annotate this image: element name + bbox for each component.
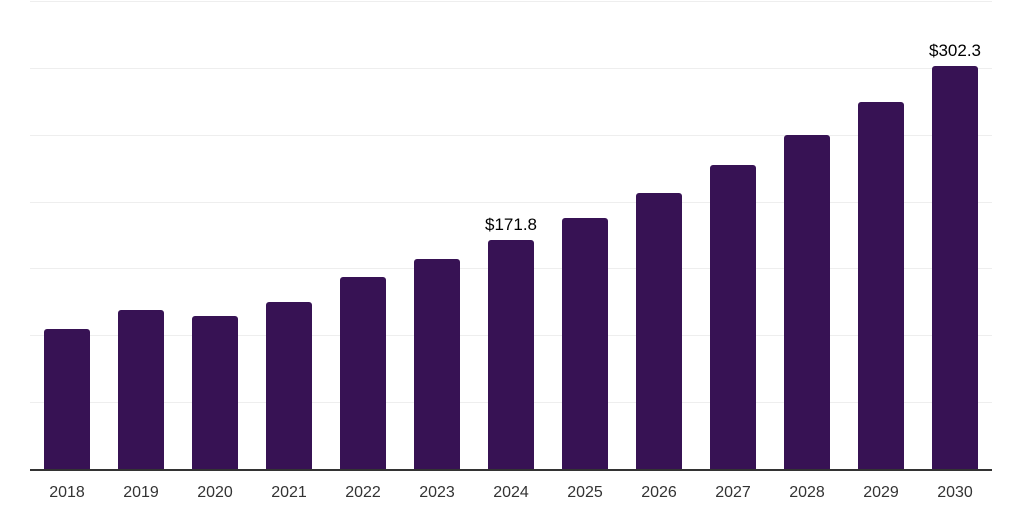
bar-slot-2021	[252, 2, 326, 470]
bar-2024	[488, 240, 534, 470]
bar-2029	[858, 102, 904, 470]
bar-slot-2029	[844, 2, 918, 470]
x-axis-line	[30, 469, 992, 471]
x-tick-2023: 2023	[419, 484, 455, 501]
bar-slot-2025	[548, 2, 622, 470]
bar-slot-2028	[770, 2, 844, 470]
gridline-250	[30, 134, 992, 136]
bar-2025	[562, 217, 608, 470]
x-tick-2024: 2024	[493, 484, 529, 501]
bar-slot-2030: $302.3	[918, 2, 992, 470]
x-axis-tick-labels: 2018 2019 2020 2021 2022 2023 2024 2025 2026 2027…	[30, 485, 992, 501]
x-tick-2020: 2020	[197, 484, 233, 501]
bar-2022	[340, 277, 386, 470]
plot-area: $171.8 $302.3	[30, 1, 992, 470]
bar-2019	[118, 309, 164, 470]
x-tick-2028: 2028	[789, 484, 825, 501]
data-label-2024: $171.8	[485, 215, 537, 235]
bar-2028	[784, 135, 830, 470]
bar-slot-2023	[400, 2, 474, 470]
x-tick-2030: 2030	[937, 484, 973, 501]
x-tick-2022: 2022	[345, 484, 381, 501]
bar-slot-2020	[178, 2, 252, 470]
bar-slot-2022	[326, 2, 400, 470]
x-tick-2018: 2018	[49, 484, 85, 501]
x-tick-2025: 2025	[567, 484, 603, 501]
bar-2026	[636, 192, 682, 470]
bar-slot-2026	[622, 2, 696, 470]
bar-2018	[44, 329, 90, 470]
bar-slot-2024: $171.8	[474, 2, 548, 470]
gridline-300	[30, 67, 992, 69]
bar-2030	[932, 65, 978, 470]
bar-slot-2019	[104, 2, 178, 470]
bars-container: $171.8 $302.3	[30, 2, 992, 470]
x-tick-2026: 2026	[641, 484, 677, 501]
x-tick-2021: 2021	[271, 484, 307, 501]
bar-2021	[266, 301, 312, 470]
bar-2027	[710, 165, 756, 470]
bar-slot-2027	[696, 2, 770, 470]
x-tick-2019: 2019	[123, 484, 159, 501]
x-tick-2029: 2029	[863, 484, 899, 501]
x-tick-2027: 2027	[715, 484, 751, 501]
bar-2023	[414, 259, 460, 470]
gridline-350	[30, 1, 992, 2]
bar-slot-2018	[30, 2, 104, 470]
gridline-200	[30, 201, 992, 203]
bar-2020	[192, 316, 238, 470]
data-label-2030: $302.3	[929, 40, 981, 60]
